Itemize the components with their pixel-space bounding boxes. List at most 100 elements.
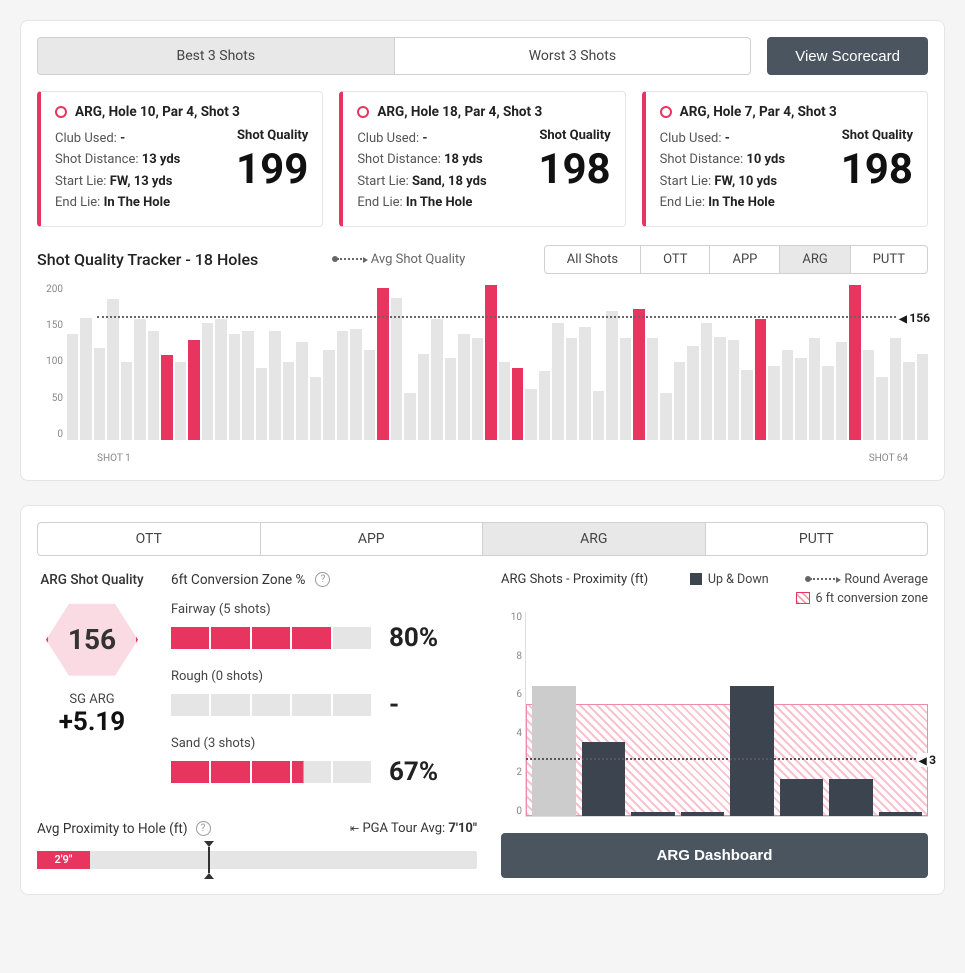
- tracker-bar[interactable]: [674, 362, 685, 440]
- tracker-bar[interactable]: [849, 285, 860, 439]
- sg-label: SG ARG: [37, 692, 147, 707]
- tracker-bar[interactable]: [242, 331, 253, 440]
- conv-row-label: Fairway (5 shots): [171, 602, 477, 617]
- tracker-bar[interactable]: [552, 323, 563, 440]
- conversion-column: 6ft Conversion Zone % ? Fairway (5 shots…: [171, 572, 477, 803]
- tab-best-shots[interactable]: Best 3 Shots: [37, 37, 395, 75]
- prox-fill: 2'9": [37, 851, 90, 869]
- tracker-bar[interactable]: [377, 288, 388, 440]
- tracker-bar[interactable]: [755, 319, 766, 440]
- tracker-bar[interactable]: [350, 329, 361, 440]
- top-tab-row: Best 3 Shots Worst 3 Shots View Scorecar…: [37, 37, 928, 75]
- prox-bar[interactable]: [631, 812, 675, 816]
- cat-tab-arg[interactable]: ARG: [483, 522, 706, 556]
- tracker-bar[interactable]: [80, 318, 91, 440]
- tracker-bar[interactable]: [647, 338, 658, 439]
- arg-sq-title: ARG Shot Quality: [37, 572, 147, 588]
- filter-tab-arg[interactable]: ARG: [780, 245, 850, 274]
- tracker-bar[interactable]: [296, 342, 307, 440]
- tracker-bar[interactable]: [566, 338, 577, 439]
- cat-tab-app[interactable]: APP: [261, 522, 484, 556]
- tracker-bar[interactable]: [418, 354, 429, 440]
- prox-bar[interactable]: [582, 742, 626, 816]
- tracker-bar[interactable]: [809, 338, 820, 439]
- shot-card[interactable]: ARG, Hole 10, Par 4, Shot 3 Club Used: -…: [37, 91, 323, 227]
- tracker-bar[interactable]: [310, 377, 321, 439]
- tracker-bar[interactable]: [512, 368, 523, 440]
- tracker-bar[interactable]: [161, 355, 172, 440]
- tracker-bar[interactable]: [202, 323, 213, 440]
- tracker-bar[interactable]: [121, 362, 132, 440]
- tracker-bar[interactable]: [741, 370, 752, 440]
- tracker-bar[interactable]: [917, 354, 928, 440]
- prox-bar[interactable]: [681, 812, 725, 816]
- prox-bar[interactable]: [730, 686, 774, 816]
- tracker-bar[interactable]: [445, 358, 456, 440]
- help-icon[interactable]: ?: [196, 821, 211, 836]
- filter-tab-putt[interactable]: PUTT: [851, 245, 928, 274]
- tracker-bar[interactable]: [323, 350, 334, 440]
- filter-tab-all-shots[interactable]: All Shots: [544, 245, 641, 274]
- tracker-bar[interactable]: [620, 338, 631, 439]
- tracker-bar[interactable]: [148, 331, 159, 440]
- avg-legend: Avg Shot Quality: [337, 252, 466, 267]
- cat-tab-putt[interactable]: PUTT: [706, 522, 929, 556]
- tracker-bar[interactable]: [687, 346, 698, 440]
- tracker-bar[interactable]: [472, 338, 483, 439]
- tracker-bar[interactable]: [485, 285, 496, 439]
- tracker-bar[interactable]: [768, 366, 779, 440]
- tracker-bar[interactable]: [836, 342, 847, 440]
- tracker-bar[interactable]: [134, 319, 145, 440]
- tracker-bar[interactable]: [890, 338, 901, 439]
- shot-card[interactable]: ARG, Hole 18, Par 4, Shot 3 Club Used: -…: [339, 91, 625, 227]
- tab-worst-shots[interactable]: Worst 3 Shots: [395, 37, 752, 75]
- tracker-bar[interactable]: [269, 331, 280, 440]
- sq-value: 198: [538, 147, 610, 193]
- tracker-bar[interactable]: [782, 350, 793, 440]
- tracker-bar[interactable]: [795, 358, 806, 440]
- tracker-bar[interactable]: [525, 389, 536, 440]
- arg-dashboard-button[interactable]: ARG Dashboard: [501, 833, 928, 878]
- tracker-bar[interactable]: [876, 377, 887, 439]
- prox-bar[interactable]: [879, 812, 923, 816]
- tracker-bar[interactable]: [175, 362, 186, 440]
- tracker-bar[interactable]: [404, 393, 415, 440]
- tracker-bar[interactable]: [606, 311, 617, 440]
- tracker-bar[interactable]: [593, 391, 604, 439]
- tracker-bar[interactable]: [94, 348, 105, 440]
- tracker-bar[interactable]: [822, 366, 833, 440]
- tracker-bar[interactable]: [499, 362, 510, 440]
- prox-bar[interactable]: [829, 779, 873, 816]
- tracker-bar[interactable]: [633, 309, 644, 440]
- prox-bar[interactable]: [532, 686, 576, 816]
- tracker-bar[interactable]: [67, 334, 78, 439]
- tracker-bar[interactable]: [903, 362, 914, 440]
- help-icon[interactable]: ?: [315, 572, 330, 587]
- tracker-bar[interactable]: [458, 334, 469, 439]
- tracker-bar[interactable]: [107, 299, 118, 439]
- view-scorecard-button[interactable]: View Scorecard: [767, 37, 928, 75]
- filter-tab-app[interactable]: APP: [710, 245, 780, 274]
- cat-tab-ott[interactable]: OTT: [37, 522, 261, 556]
- prox-bar[interactable]: [780, 779, 824, 816]
- tracker-bar[interactable]: [714, 337, 725, 440]
- tracker-bar[interactable]: [701, 323, 712, 440]
- tracker-bar[interactable]: [391, 298, 402, 440]
- tracker-bar[interactable]: [256, 368, 267, 440]
- filter-tab-ott[interactable]: OTT: [641, 245, 710, 274]
- tracker-bar[interactable]: [660, 393, 671, 440]
- tracker-bar[interactable]: [283, 362, 294, 440]
- tracker-bar[interactable]: [215, 319, 226, 440]
- tracker-bar[interactable]: [863, 350, 874, 440]
- tracker-bar[interactable]: [364, 350, 375, 440]
- sq-label: Shot Quality: [841, 128, 913, 143]
- tracker-bar[interactable]: [229, 334, 240, 439]
- tracker-bar[interactable]: [188, 340, 199, 440]
- tracker-bar[interactable]: [539, 371, 550, 440]
- best-worst-tabs: Best 3 Shots Worst 3 Shots: [37, 37, 751, 75]
- tracker-bar[interactable]: [337, 331, 348, 440]
- tracker-bar[interactable]: [579, 327, 590, 440]
- shot-card[interactable]: ARG, Hole 7, Par 4, Shot 3 Club Used: - …: [642, 91, 928, 227]
- tracker-bar[interactable]: [431, 319, 442, 440]
- tracker-bar[interactable]: [728, 340, 739, 440]
